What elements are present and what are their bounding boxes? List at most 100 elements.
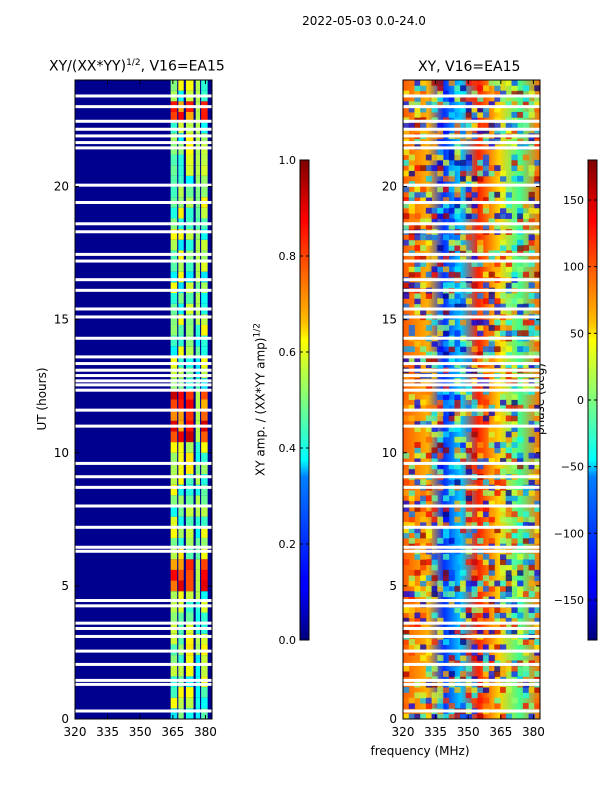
phase-cell	[403, 122, 410, 129]
phase-cell	[454, 90, 461, 97]
phase-cell	[460, 85, 467, 92]
phase-cell	[414, 340, 421, 347]
phase-cell	[465, 585, 472, 592]
phase-cell	[477, 537, 484, 544]
phase-cell	[431, 207, 438, 214]
phase-cell	[448, 463, 455, 470]
phase-cell	[465, 506, 472, 512]
flagged-row	[75, 252, 212, 256]
flagged-row	[403, 408, 540, 412]
phase-cell	[505, 506, 512, 512]
phase-cell	[471, 106, 478, 113]
phase-cell	[471, 431, 478, 438]
phase-cell	[482, 383, 490, 390]
amp-cell	[178, 335, 184, 347]
phase-cell	[500, 500, 507, 507]
phase-cell	[534, 127, 541, 134]
phase-cell	[505, 122, 512, 129]
phase-cell	[500, 293, 507, 299]
phase-cell	[454, 186, 461, 193]
phase-cell	[437, 516, 444, 523]
phase-cell	[437, 617, 444, 624]
flagged-row	[403, 119, 540, 123]
phase-cell	[534, 703, 541, 709]
phase-cell	[522, 671, 530, 677]
phase-cell	[494, 623, 501, 629]
phase-cell	[403, 671, 410, 677]
phase-cell	[460, 234, 467, 241]
phase-cell	[437, 420, 444, 427]
phase-cell	[408, 165, 415, 172]
phase-cell	[437, 431, 444, 438]
phase-cell	[522, 122, 530, 129]
flagged-row	[403, 475, 540, 479]
phase-cell	[482, 111, 490, 118]
phase-cell	[522, 245, 530, 251]
amplitude-panel-title: XY/(XX*YY)1/2, V16=EA15	[49, 58, 225, 75]
phase-cell	[471, 80, 478, 86]
phase-cell	[528, 569, 535, 576]
phase-cell	[511, 399, 518, 406]
phase-cell	[505, 213, 512, 219]
phase-cell	[500, 175, 507, 182]
phase-cell	[471, 697, 478, 704]
phase-cell	[431, 218, 438, 225]
phase-cell	[408, 404, 415, 411]
phase-cell	[408, 298, 415, 305]
phase-cell	[534, 362, 541, 369]
phase-cell	[408, 516, 415, 523]
amp-cell	[201, 324, 208, 336]
phase-cell	[500, 580, 507, 587]
phase-cell	[517, 580, 524, 587]
phase-cell	[482, 655, 490, 661]
flagged-row	[403, 682, 540, 686]
amp-cell	[185, 442, 194, 453]
phase-cell	[534, 175, 541, 182]
phase-cell	[437, 170, 444, 177]
phase-cell	[460, 346, 467, 353]
flagged-row	[403, 134, 540, 138]
phase-cell	[534, 415, 541, 422]
phase-cell	[511, 569, 518, 576]
phase-cell	[511, 607, 518, 613]
phase-cell	[414, 692, 421, 699]
amp-cell	[185, 708, 194, 719]
phase-cell	[448, 245, 455, 251]
amp-cell	[170, 580, 178, 592]
phase-cell	[505, 665, 512, 672]
amp-cell	[201, 282, 208, 293]
phase-cell	[505, 404, 512, 411]
phase-cell	[528, 687, 535, 693]
amp-cell	[185, 431, 194, 443]
phase-cell	[482, 415, 490, 422]
y-tick-label: 10	[54, 446, 69, 460]
phase-cell	[442, 90, 450, 97]
phase-cell	[454, 500, 461, 507]
phase-cell	[471, 308, 478, 315]
phase-cell	[425, 697, 433, 704]
phase-cell	[420, 127, 427, 134]
phase-cell	[454, 399, 461, 406]
phase-cell	[511, 580, 518, 587]
amp-cell	[178, 580, 184, 592]
phase-cell	[414, 186, 421, 193]
phase-cell	[454, 426, 461, 432]
phase-cell	[465, 468, 472, 475]
phase-cell	[437, 404, 444, 411]
phase-cell	[414, 356, 421, 363]
phase-cell	[460, 255, 467, 262]
phase-cell	[460, 671, 467, 677]
phase-cell	[528, 713, 535, 720]
phase-cell	[454, 463, 461, 470]
phase-cell	[414, 553, 421, 560]
amp-cell	[195, 261, 201, 272]
phase-cell	[471, 580, 478, 587]
phase-cell	[517, 521, 524, 528]
phase-cell	[454, 245, 461, 251]
phase-cell	[431, 521, 438, 528]
phase-cell	[437, 703, 444, 709]
phase-cell	[437, 394, 444, 400]
phase-cell	[465, 223, 472, 230]
phase-cell	[431, 692, 438, 699]
amp-cell	[195, 591, 201, 602]
